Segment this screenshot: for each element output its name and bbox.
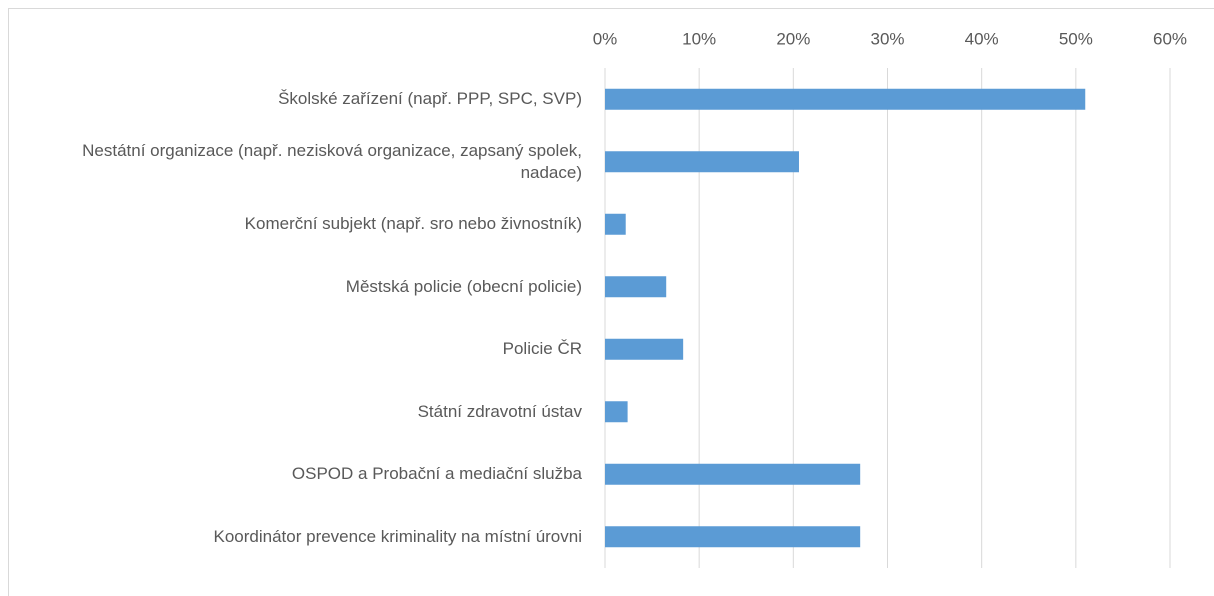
y-tick-label: Státní zdravotní ústav [417, 401, 582, 421]
y-tick-label: Městská policie (obecní policie) [345, 276, 582, 296]
x-tick-label: 40% [965, 29, 999, 48]
x-tick-label: 50% [1059, 29, 1093, 48]
x-tick-label: 30% [870, 29, 904, 48]
x-tick-label: 10% [682, 29, 716, 48]
y-tick-label: Školské zařízení (např. PPP, SPC, SVP) [278, 89, 582, 109]
y-tick-label: OSPOD a Probační a mediační služba [291, 464, 582, 484]
bar [605, 276, 667, 298]
bar [605, 338, 684, 360]
bar [605, 526, 861, 548]
y-tick-label: Policie ČR [502, 339, 582, 359]
bar [605, 88, 1086, 110]
bar [605, 463, 861, 485]
x-tick-label: 20% [776, 29, 810, 48]
y-tick-label: Koordinátor prevence kriminality na míst… [213, 526, 583, 546]
x-tick-label: 60% [1153, 29, 1187, 48]
bar [605, 151, 799, 173]
bar [605, 213, 626, 235]
y-tick-label: Nestátní organizace (např. nezisková org… [82, 140, 582, 182]
x-tick-label: 0% [593, 29, 618, 48]
chart-border [8, 8, 1214, 596]
bar [605, 401, 628, 423]
y-tick-label: Komerční subjekt (např. sro nebo živnost… [244, 214, 582, 234]
